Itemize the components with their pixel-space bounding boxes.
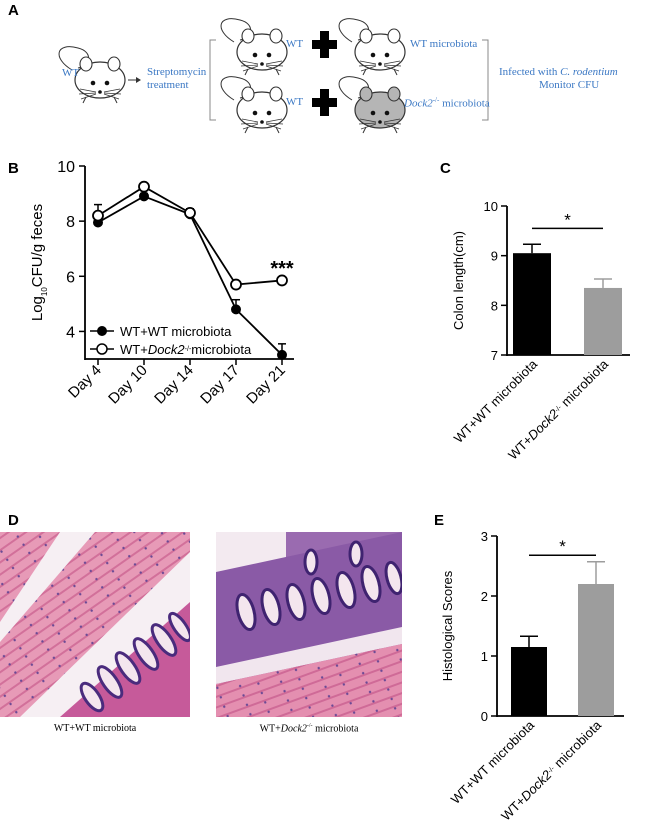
y-axis-label: Histological Scores bbox=[440, 570, 455, 681]
data-point bbox=[184, 206, 196, 219]
row2-wt-label: WT bbox=[286, 96, 304, 108]
x-tick-label: Day 21 bbox=[243, 362, 289, 408]
x-tick-label: Day 4 bbox=[65, 362, 105, 402]
x-tick-label: Day 10 bbox=[105, 362, 151, 408]
y-tick-label: 2 bbox=[481, 589, 488, 604]
y-tick-label: 1 bbox=[481, 649, 488, 664]
y-tick-label: 6 bbox=[66, 269, 75, 286]
y-tick-label: 10 bbox=[484, 199, 498, 214]
legend-label: WT+WT microbiota bbox=[120, 324, 232, 339]
row2-wt-mouse-icon bbox=[220, 76, 288, 134]
bar bbox=[513, 253, 551, 355]
row2-donor-label: Dock2-/- microbiota bbox=[404, 96, 490, 110]
panel-e-letter: E bbox=[434, 512, 445, 529]
y-axis-label: Colon length(cm) bbox=[451, 231, 466, 330]
panel-a-letter: A bbox=[8, 2, 19, 19]
bar bbox=[578, 584, 614, 716]
legend-label: WT+Dock2-/-microbiota bbox=[120, 342, 252, 357]
outcome-label: Infected with C. rodentium Monitor CFU bbox=[499, 66, 618, 91]
plus-icon bbox=[312, 31, 337, 58]
y-tick-label: 0 bbox=[481, 709, 488, 724]
chart-b-cfu-line: 4 6 8 10 Day 4 Day 10 Day 14 Day 17 Day 21 Log10C… bbox=[29, 159, 294, 408]
histology-image-wt bbox=[0, 532, 190, 717]
significance-annotation: * bbox=[559, 537, 566, 556]
series-line bbox=[97, 185, 283, 286]
streptomycin-label: Streptomycin treatment bbox=[147, 66, 207, 91]
data-point bbox=[231, 304, 241, 315]
row1-wt-mouse-icon bbox=[220, 18, 288, 76]
bar bbox=[584, 287, 622, 355]
panel-a-schematic bbox=[58, 18, 489, 134]
data-point bbox=[139, 191, 149, 202]
data-point bbox=[230, 278, 242, 291]
histology-caption-wt: WT+WT microbiota bbox=[53, 723, 137, 734]
row1-donor-mouse-icon bbox=[338, 18, 406, 76]
histology-image-dock2 bbox=[216, 532, 402, 717]
row1-donor-label: WT microbiota bbox=[410, 38, 478, 50]
panel-d-letter: D bbox=[8, 512, 19, 529]
y-axis-label: Log10CFU/g feces bbox=[29, 204, 49, 321]
legend-marker-open bbox=[96, 343, 108, 355]
right-bracket bbox=[482, 39, 489, 121]
y-tick-label: 7 bbox=[491, 348, 498, 363]
y-tick-label: 10 bbox=[57, 159, 75, 176]
significance-annotation: * bbox=[564, 210, 571, 229]
data-point bbox=[277, 349, 287, 360]
y-tick-label: 3 bbox=[481, 529, 488, 544]
data-point bbox=[92, 209, 104, 222]
legend-marker-filled bbox=[97, 326, 107, 336]
x-tick-label: Day 17 bbox=[197, 362, 243, 408]
histology-caption-dock2: WT+Dock2-/- microbiota bbox=[259, 723, 359, 735]
significance-annotation: *** bbox=[270, 258, 294, 280]
row2-donor-mouse-icon bbox=[338, 76, 406, 134]
start-mouse-label: WT bbox=[62, 67, 80, 79]
left-bracket bbox=[209, 39, 216, 121]
x-tick-label: Day 14 bbox=[151, 362, 197, 408]
y-tick-label: 8 bbox=[491, 298, 498, 313]
data-point bbox=[138, 180, 150, 193]
y-tick-label: 8 bbox=[66, 214, 75, 231]
panel-b-letter: B bbox=[8, 160, 19, 177]
row1-wt-label: WT bbox=[286, 38, 304, 50]
plus-icon bbox=[312, 89, 337, 116]
y-tick-label: 9 bbox=[491, 249, 498, 264]
data-point bbox=[276, 274, 288, 287]
bar bbox=[511, 647, 547, 716]
panel-c-letter: C bbox=[440, 160, 451, 177]
y-tick-label: 4 bbox=[66, 324, 75, 341]
